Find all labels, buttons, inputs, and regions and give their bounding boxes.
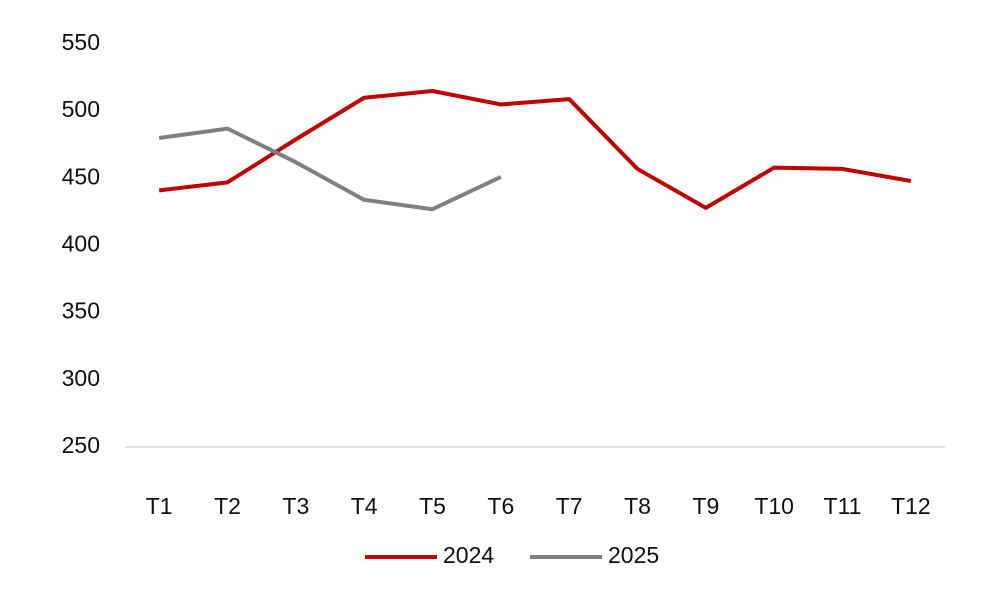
y-tick-label: 300 bbox=[62, 365, 100, 391]
x-tick-label: T8 bbox=[624, 493, 651, 519]
y-tick-label: 500 bbox=[62, 96, 100, 122]
x-tick-label: T11 bbox=[824, 493, 862, 519]
x-tick-label: T1 bbox=[146, 493, 173, 519]
y-tick-label: 400 bbox=[62, 231, 100, 257]
x-tick-label: T9 bbox=[692, 493, 719, 519]
y-tick-label: 250 bbox=[62, 432, 100, 458]
x-tick-label: T12 bbox=[891, 493, 931, 519]
x-tick-label: T2 bbox=[214, 493, 241, 519]
series-line bbox=[158, 89, 912, 210]
x-tick-label: T4 bbox=[351, 493, 378, 519]
series-line bbox=[158, 126, 502, 212]
x-tick-label: T7 bbox=[556, 493, 583, 519]
x-tick-label: T6 bbox=[487, 493, 514, 519]
y-tick-label: 550 bbox=[62, 29, 100, 55]
x-tick-label: T5 bbox=[419, 493, 446, 519]
legend-label: 2025 bbox=[608, 542, 659, 568]
y-tick-label: 350 bbox=[62, 298, 100, 324]
y-tick-label: 450 bbox=[62, 163, 100, 189]
x-tick-label: T10 bbox=[754, 493, 794, 519]
x-tick-label: T3 bbox=[282, 493, 309, 519]
legend-label: 2024 bbox=[443, 542, 494, 568]
